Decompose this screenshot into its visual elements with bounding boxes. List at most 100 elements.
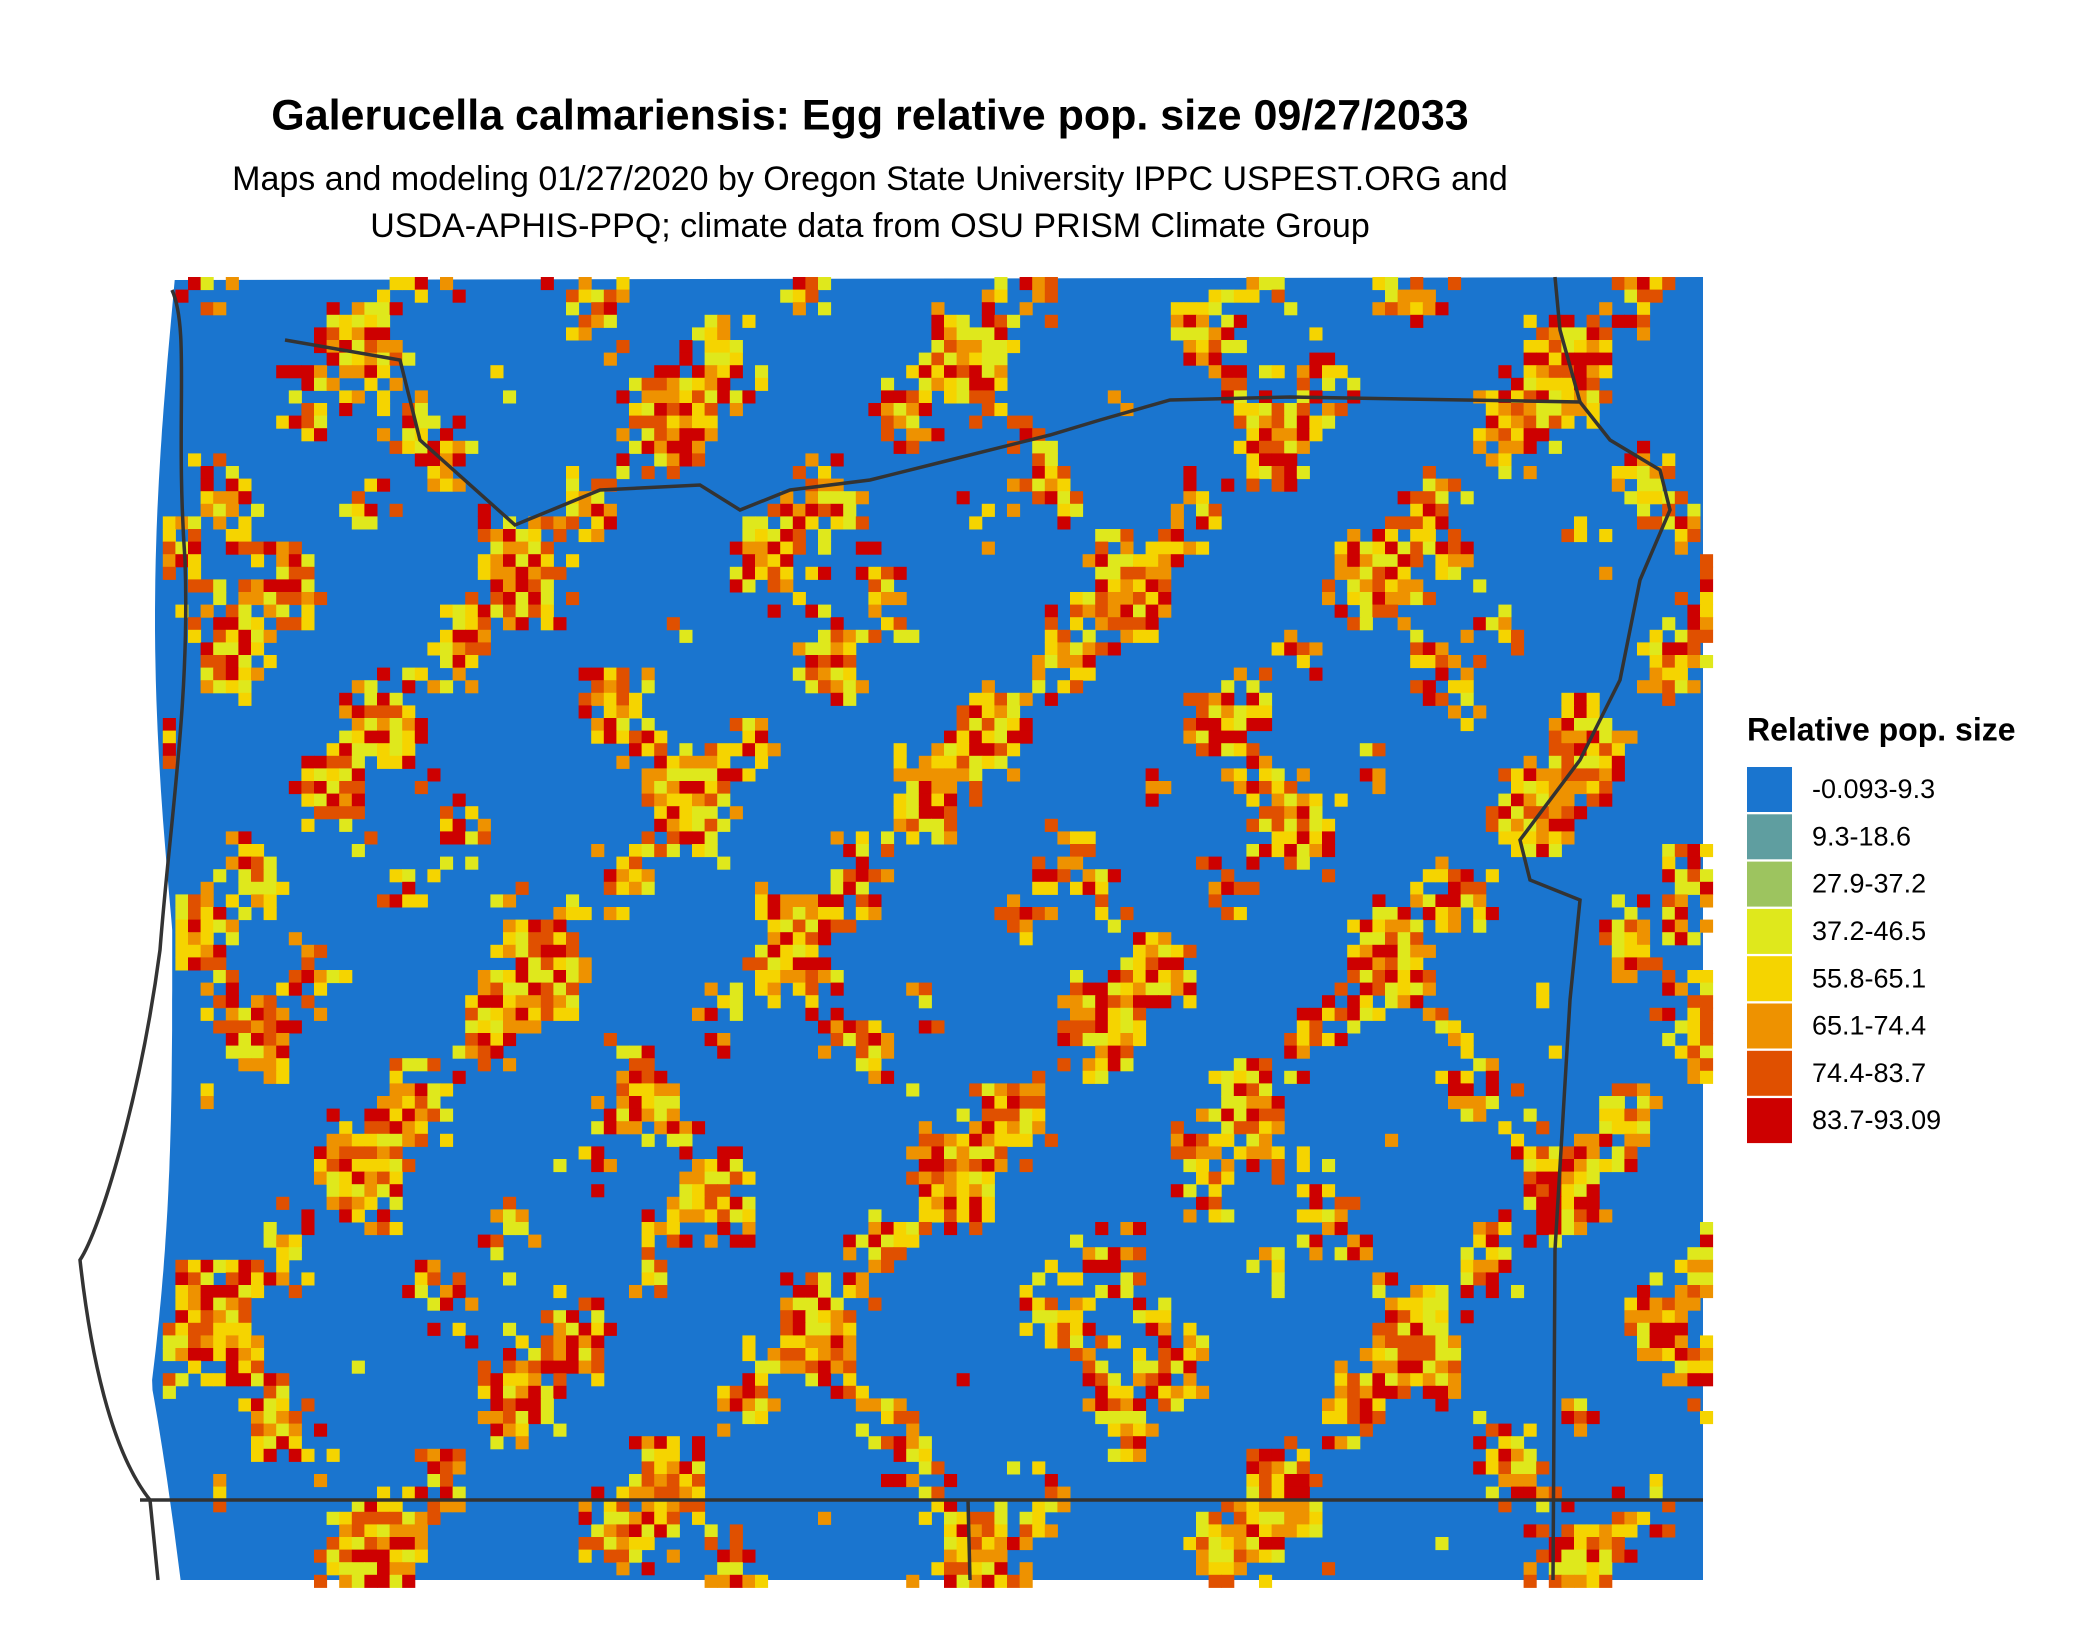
raster-cell: [1296, 1184, 1310, 1198]
raster-cell: [1410, 592, 1424, 606]
raster-cell: [578, 1537, 592, 1551]
raster-cell: [1397, 1322, 1411, 1336]
raster-cell: [1133, 1033, 1147, 1047]
raster-cell: [1700, 629, 1714, 643]
raster-cell: [288, 970, 302, 984]
raster-cell: [654, 1121, 668, 1135]
raster-cell: [1523, 340, 1537, 354]
raster-cell: [213, 503, 227, 517]
raster-cell: [956, 1537, 970, 1551]
raster-cell: [314, 970, 328, 984]
raster-cell: [1057, 1499, 1071, 1513]
raster-cell: [1259, 705, 1273, 719]
raster-cell: [1397, 1335, 1411, 1349]
raster-cell: [377, 1486, 391, 1500]
raster-cell: [314, 755, 328, 769]
raster-cell: [868, 869, 882, 883]
raster-cell: [1586, 1159, 1600, 1173]
raster-cell: [881, 1045, 895, 1059]
raster-cell: [981, 1562, 995, 1576]
raster-cell: [1019, 1121, 1033, 1135]
raster-cell: [402, 415, 416, 429]
raster-cell: [1032, 1499, 1046, 1513]
raster-cell: [389, 503, 403, 517]
raster-cell: [1296, 1033, 1310, 1047]
raster-cell: [1057, 1310, 1071, 1324]
raster-cell: [503, 1209, 517, 1223]
raster-cell: [1044, 1259, 1058, 1273]
raster-cell: [238, 655, 252, 669]
raster-cell: [540, 617, 554, 631]
raster-cell: [326, 377, 340, 391]
raster-cell: [679, 340, 693, 354]
raster-cell: [1410, 277, 1424, 291]
raster-cell: [314, 403, 328, 417]
raster-cell: [603, 1499, 617, 1513]
raster-cell: [780, 1310, 794, 1324]
raster-cell: [553, 1007, 567, 1021]
raster-cell: [1498, 1423, 1512, 1437]
raster-cell: [616, 277, 630, 291]
raster-cell: [1309, 1247, 1323, 1261]
raster-cell: [503, 1385, 517, 1399]
raster-cell: [1448, 1083, 1462, 1097]
raster-cell: [1158, 566, 1172, 580]
raster-cell: [162, 755, 176, 769]
raster-cell: [1385, 604, 1399, 618]
raster-cell: [503, 592, 517, 606]
raster-cell: [654, 755, 668, 769]
raster-cell: [1221, 1524, 1235, 1538]
raster-cell: [225, 277, 239, 291]
raster-cell: [1057, 831, 1071, 845]
raster-cell: [251, 894, 265, 908]
raster-cell: [1460, 1045, 1474, 1059]
raster-cell: [1233, 377, 1247, 391]
raster-cell: [1044, 907, 1058, 921]
raster-cell: [931, 743, 945, 757]
legend-label: 9.3-18.6: [1812, 821, 1911, 851]
raster-cell: [566, 554, 580, 568]
raster-cell: [414, 277, 428, 291]
raster-cell: [1183, 491, 1197, 505]
raster-cell: [742, 1373, 756, 1387]
raster-cell: [1271, 428, 1285, 442]
raster-cell: [1221, 365, 1235, 379]
raster-cell: [843, 1385, 857, 1399]
raster-cell: [1082, 1322, 1096, 1336]
raster-cell: [389, 1524, 403, 1538]
raster-cell: [717, 818, 731, 832]
raster-cell: [1158, 541, 1172, 555]
raster-cell: [629, 1108, 643, 1122]
raster-cell: [692, 831, 706, 845]
raster-cell: [213, 592, 227, 606]
raster-cell: [1422, 869, 1436, 883]
raster-cell: [1233, 1146, 1247, 1160]
raster-cell: [603, 302, 617, 316]
raster-cell: [377, 428, 391, 442]
raster-cell: [931, 1020, 945, 1034]
raster-cell: [553, 970, 567, 984]
raster-cell: [528, 919, 542, 933]
raster-cell: [1637, 1297, 1651, 1311]
raster-cell: [1259, 718, 1273, 732]
raster-cell: [818, 894, 832, 908]
raster-cell: [1435, 1285, 1449, 1299]
raster-cell: [162, 566, 176, 580]
raster-cell: [603, 907, 617, 921]
raster-cell: [238, 491, 252, 505]
raster-cell: [1271, 768, 1285, 782]
raster-cell: [918, 1461, 932, 1475]
raster-cell: [1624, 957, 1638, 971]
raster-cell: [263, 604, 277, 618]
raster-cell: [1044, 453, 1058, 467]
raster-cell: [1435, 491, 1449, 505]
raster-cell: [1611, 1096, 1625, 1110]
raster-cell: [843, 667, 857, 681]
raster-cell: [175, 1310, 189, 1324]
raster-cell: [1624, 491, 1638, 505]
raster-cell: [1309, 1020, 1323, 1034]
raster-cell: [1536, 1196, 1550, 1210]
raster-cell: [1599, 932, 1613, 946]
raster-cell: [1322, 1033, 1336, 1047]
raster-cell: [1422, 466, 1436, 480]
